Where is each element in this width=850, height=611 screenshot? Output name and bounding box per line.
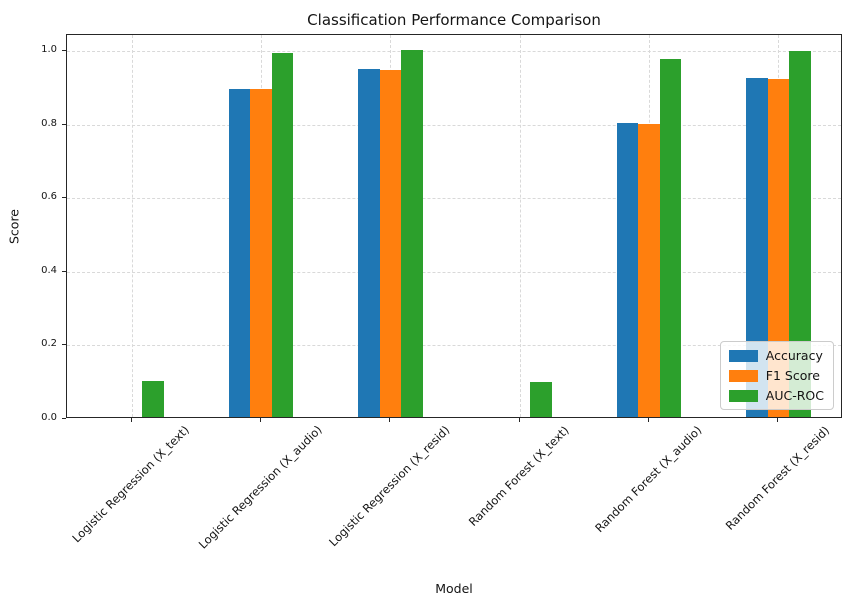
x-tick-mark <box>389 418 391 422</box>
y-tick-label: 0.2 <box>41 338 57 350</box>
bar-accuracy <box>358 69 380 417</box>
gridline-vertical <box>131 35 133 417</box>
gridline-horizontal <box>67 345 841 347</box>
y-tick-mark <box>62 197 66 199</box>
gridline-horizontal <box>67 198 841 200</box>
legend-item: AUC-ROC <box>728 388 824 403</box>
x-tick-mark <box>777 418 779 422</box>
bar-auc-roc <box>401 50 423 417</box>
y-tick-label: 0.6 <box>41 191 57 203</box>
bar-auc-roc <box>271 53 294 417</box>
legend-item: F1 Score <box>728 368 824 383</box>
x-tick-mark <box>518 418 520 422</box>
x-tick-label: Logistic Regression (X_audio) <box>195 422 325 552</box>
chart-title: Classification Performance Comparison <box>307 11 601 29</box>
x-tick-label: Random Forest (X_resid) <box>722 423 833 533</box>
y-tick-mark <box>62 418 66 419</box>
y-tick-label: 1.0 <box>41 44 57 55</box>
legend-swatch-icon <box>728 369 758 382</box>
y-tick-mark <box>62 50 66 51</box>
legend-label: AUC-ROC <box>765 388 824 403</box>
bar-f1-score <box>379 70 402 417</box>
y-tick-label: 0.8 <box>41 117 57 129</box>
legend-label: F1 Score <box>765 368 820 383</box>
gridline-vertical <box>519 35 521 417</box>
legend-item: Accuracy <box>728 348 824 363</box>
x-tick-label: Logistic Regression (X_text) <box>69 422 193 546</box>
bar-f1-score <box>250 89 272 417</box>
bar-accuracy <box>746 78 768 417</box>
gridline-horizontal <box>67 271 841 273</box>
x-tick-mark <box>130 418 132 422</box>
bar-f1-score <box>767 79 790 417</box>
y-tick-mark <box>62 270 66 272</box>
x-tick-label: Random Forest (X_text) <box>465 423 572 529</box>
bar-auc-roc <box>789 51 811 417</box>
gridline-horizontal <box>67 51 841 52</box>
legend-label: Accuracy <box>765 348 823 363</box>
x-tick-mark <box>260 418 261 422</box>
bar-auc-roc <box>142 381 164 417</box>
y-tick-label: 0.0 <box>41 412 57 423</box>
bar-f1-score <box>638 124 660 417</box>
x-tick-label: Logistic Regression (X_resid) <box>325 423 453 550</box>
x-tick-mark <box>648 418 649 422</box>
gridline-horizontal <box>67 124 841 126</box>
x-axis-label: Model <box>435 581 473 596</box>
bar-accuracy <box>616 123 639 417</box>
bar-auc-roc <box>659 59 682 417</box>
bar-accuracy <box>228 89 251 417</box>
y-tick-mark <box>62 123 66 125</box>
plot-area: Accuracy F1 Score AUC-ROC <box>66 34 842 418</box>
x-tick-label: Random Forest (X_audio) <box>591 423 704 536</box>
legend: Accuracy F1 Score AUC-ROC <box>719 341 834 410</box>
bar-auc-roc <box>530 382 552 417</box>
y-tick-mark <box>62 344 66 346</box>
legend-swatch-icon <box>728 389 758 402</box>
legend-swatch-icon <box>728 349 758 362</box>
y-tick-label: 0.4 <box>41 264 57 276</box>
